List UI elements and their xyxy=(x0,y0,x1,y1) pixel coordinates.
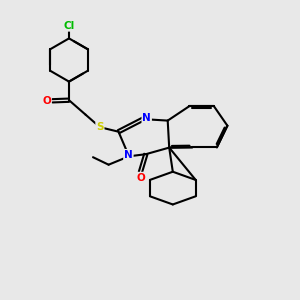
Text: O: O xyxy=(42,96,51,106)
Text: Cl: Cl xyxy=(63,21,75,31)
Text: N: N xyxy=(142,112,151,123)
Text: N: N xyxy=(124,150,133,160)
Text: O: O xyxy=(136,172,145,183)
Text: S: S xyxy=(96,122,104,132)
